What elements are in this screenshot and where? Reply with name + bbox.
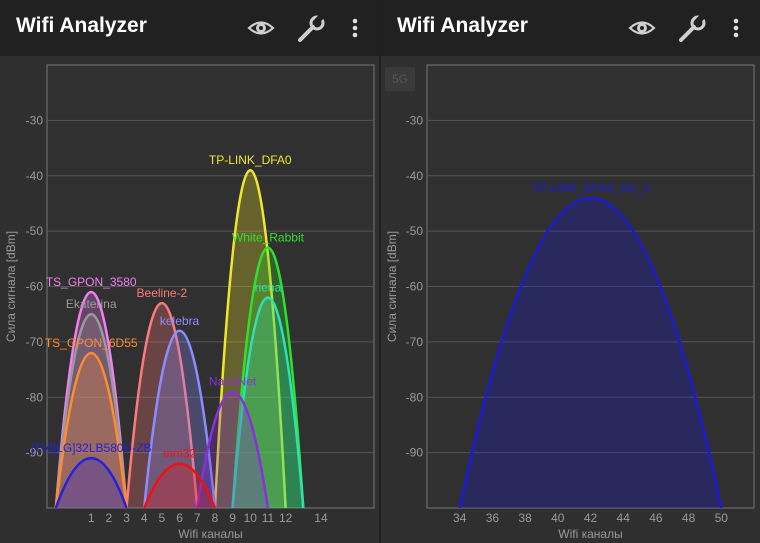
y-tick-label: -40 bbox=[406, 169, 424, 183]
y-tick-label: -40 bbox=[26, 169, 44, 183]
right-panel: Wifi Analyzer 5G -30 -40 -50 -60 -70 -80 -90 34 bbox=[381, 0, 760, 543]
y-axis-label: Сила сигнала [dBm] bbox=[4, 231, 18, 342]
x-tick-label: 8 bbox=[212, 511, 219, 525]
x-tick-label: 14 bbox=[314, 511, 328, 525]
y-tick-label: -30 bbox=[26, 113, 44, 127]
network-label: [TV][LG]32LB580U-ZB bbox=[31, 441, 152, 455]
y-tick-label: -60 bbox=[26, 280, 44, 294]
network-curve bbox=[54, 457, 128, 508]
network-label: TS_GPON_6D55 bbox=[45, 336, 138, 350]
network-curve bbox=[142, 329, 217, 508]
more-vert-icon[interactable] bbox=[345, 12, 365, 44]
channel-graph: -30-40-50-60-70-80-901 2 3 4 5 6 7 8 9 10 11 12 14Wi… bbox=[4, 64, 375, 541]
y-tick-label: -50 bbox=[406, 224, 424, 238]
network-label: riena bbox=[255, 281, 282, 295]
x-tick-label: 42 bbox=[584, 511, 598, 525]
x-tick-label: 5 bbox=[159, 511, 166, 525]
x-tick-label: 36 bbox=[486, 511, 500, 525]
network-curve bbox=[196, 390, 270, 508]
x-tick-label: 1 bbox=[88, 511, 95, 525]
x-tick-label: 10 bbox=[244, 511, 258, 525]
y-tick-label: -90 bbox=[26, 446, 44, 460]
network-curve bbox=[54, 312, 128, 508]
network-label: TS_GPON_3580 bbox=[46, 275, 137, 289]
more-vert-icon[interactable] bbox=[726, 12, 746, 44]
wrench-icon[interactable] bbox=[677, 12, 709, 44]
y-tick-label: -50 bbox=[26, 224, 44, 238]
network-label: Ekaterina bbox=[66, 297, 117, 311]
x-axis-label: Wifi каналы bbox=[558, 527, 622, 541]
x-tick-label: 4 bbox=[141, 511, 148, 525]
y-tick-label: -80 bbox=[406, 390, 424, 404]
x-tick-label: 40 bbox=[551, 511, 565, 525]
network-label: TP-LINK_DFA0 bbox=[209, 153, 292, 167]
network-label: mm32 bbox=[163, 447, 197, 461]
x-axis-label: Wifi каналы bbox=[178, 527, 242, 541]
y-tick-label: -80 bbox=[26, 390, 44, 404]
band-toggle-button[interactable]: 5G bbox=[385, 67, 415, 91]
channel-graph: -30 -40 -50 -60 -70 -80 -90 34 36 38 40 42 44 46 48 50 W… bbox=[385, 64, 755, 541]
x-tick-label: 48 bbox=[682, 511, 696, 525]
network-curve bbox=[231, 296, 305, 508]
toolbar: Wifi Analyzer bbox=[0, 0, 379, 56]
pane-divider bbox=[379, 0, 381, 543]
network-label: kelebra bbox=[160, 314, 200, 328]
app-title: Wifi Analyzer bbox=[16, 14, 147, 37]
eye-icon[interactable] bbox=[245, 12, 277, 44]
x-tick-label: 2 bbox=[106, 511, 113, 525]
network-curve bbox=[231, 246, 305, 508]
network-label: TP-LINK_DFA0_5G_1 bbox=[531, 181, 650, 195]
app-title: Wifi Analyzer bbox=[397, 14, 528, 37]
network-label: Beeline-2 bbox=[137, 286, 188, 300]
x-tick-label: 6 bbox=[176, 511, 183, 525]
y-tick-label: -90 bbox=[406, 446, 424, 460]
x-tick-label: 46 bbox=[649, 511, 663, 525]
wrench-icon[interactable] bbox=[296, 12, 328, 44]
left-panel: Wifi Analyzer -30 -40 -50 -60 -70 -80 -90 1 2 3 4 5… bbox=[0, 0, 379, 543]
network-label: White_Rabbit bbox=[232, 231, 305, 245]
x-tick-label: 11 bbox=[262, 511, 275, 525]
network-label: NariaNet bbox=[209, 375, 257, 389]
x-tick-label: 50 bbox=[715, 511, 729, 525]
network-curve bbox=[54, 291, 128, 508]
y-axis-label: Сила сигнала [dBm] bbox=[385, 231, 399, 342]
toolbar: Wifi Analyzer bbox=[381, 0, 760, 56]
x-tick-label: 44 bbox=[617, 511, 631, 525]
network-curve bbox=[125, 301, 199, 508]
x-tick-label: 7 bbox=[194, 511, 201, 525]
y-tick-label: -60 bbox=[406, 280, 424, 294]
eye-icon[interactable] bbox=[626, 12, 658, 44]
y-tick-label: -70 bbox=[406, 335, 424, 349]
y-tick-label: -30 bbox=[406, 113, 424, 127]
y-tick-label: -70 bbox=[26, 335, 44, 349]
x-tick-label: 3 bbox=[123, 511, 130, 525]
x-tick-label: 12 bbox=[279, 511, 293, 525]
network-curve bbox=[458, 196, 723, 508]
network-curve bbox=[143, 462, 217, 508]
x-tick-label: 34 bbox=[453, 511, 467, 525]
x-tick-label: 38 bbox=[518, 511, 532, 525]
x-tick-label: 9 bbox=[229, 511, 236, 525]
network-curve bbox=[213, 169, 287, 508]
